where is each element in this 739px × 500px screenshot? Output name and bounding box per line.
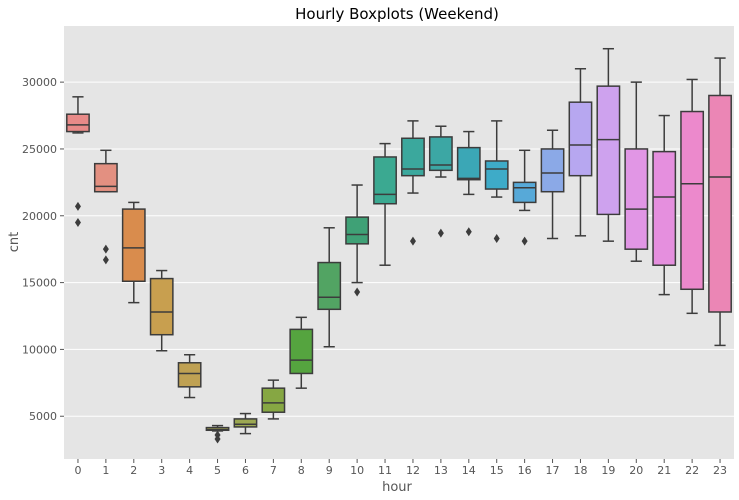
outlier-point	[493, 233, 500, 243]
box-hour-3	[149, 269, 174, 352]
x-tick-label: 8	[298, 464, 305, 477]
outlier-point	[102, 244, 109, 254]
iqr-box	[596, 85, 621, 216]
x-tick-label: 14	[462, 464, 476, 477]
outlier-point	[437, 228, 444, 238]
x-tick-label: 20	[629, 464, 643, 477]
iqr-box	[624, 148, 649, 250]
iqr-box	[149, 277, 174, 336]
x-tick-label: 12	[406, 464, 420, 477]
box-hour-13	[428, 125, 453, 238]
box-hour-14	[456, 130, 481, 237]
x-tick-label: 3	[158, 464, 165, 477]
iqr-box	[428, 136, 453, 172]
x-axis-ticks: 0 1 2 3 4 5 6 7 8 9 10 11 12 13 14 15 16 17 18 19 20 21 22 23	[74, 459, 727, 477]
box-hour-6	[233, 412, 258, 435]
iqr-box	[540, 148, 565, 193]
iqr-box	[484, 160, 509, 190]
outlier-point	[74, 217, 81, 227]
iqr-box	[652, 150, 677, 266]
box-hour-10	[345, 184, 370, 297]
iqr-box	[289, 328, 314, 375]
iqr-box	[66, 113, 90, 133]
x-tick-label: 9	[326, 464, 333, 477]
x-tick-label: 21	[657, 464, 671, 477]
outlier-point	[409, 236, 416, 246]
iqr-box	[568, 101, 593, 177]
box-series	[66, 47, 732, 444]
x-tick-label: 18	[573, 464, 587, 477]
x-tick-label: 10	[350, 464, 364, 477]
outlier-point	[354, 287, 361, 297]
iqr-box	[456, 146, 481, 181]
x-tick-label: 22	[685, 464, 699, 477]
x-tick-label: 13	[434, 464, 448, 477]
box-hour-4	[177, 354, 202, 399]
box-hour-8	[289, 316, 314, 389]
x-tick-label: 2	[130, 464, 137, 477]
iqr-box	[233, 418, 258, 428]
x-tick-label: 6	[242, 464, 249, 477]
iqr-box	[401, 137, 425, 177]
outlier-point	[102, 255, 109, 265]
x-tick-label: 16	[518, 464, 532, 477]
iqr-box	[512, 181, 537, 204]
y-tick-label: 5000	[29, 410, 57, 423]
x-tick-label: 7	[270, 464, 277, 477]
iqr-box	[261, 387, 286, 413]
x-tick-label: 5	[214, 464, 221, 477]
box-hour-18	[568, 68, 593, 237]
x-tick-label: 19	[601, 464, 615, 477]
outlier-point	[465, 227, 472, 237]
y-tick-label: 25000	[22, 143, 57, 156]
box-hour-17	[540, 129, 565, 240]
x-tick-label: 11	[378, 464, 392, 477]
y-tick-label: 30000	[22, 76, 57, 89]
x-tick-label: 4	[186, 464, 193, 477]
box-hour-15	[484, 120, 509, 243]
x-axis-label: hour	[382, 480, 412, 495]
box-hour-0	[66, 96, 90, 227]
box-hour-7	[261, 379, 286, 420]
box-hour-21	[652, 114, 677, 296]
iqr-box	[93, 162, 118, 193]
x-tick-label: 15	[490, 464, 504, 477]
iqr-box	[121, 208, 146, 283]
box-hour-11	[373, 142, 397, 266]
y-tick-label: 15000	[22, 277, 57, 290]
y-tick-label: 10000	[22, 343, 57, 356]
x-tick-label: 23	[713, 464, 727, 477]
box-hour-23	[708, 57, 732, 347]
x-tick-label: 0	[74, 464, 81, 477]
y-axis-ticks: 5000 10000 15000 20000 25000 30000	[22, 76, 64, 423]
box-hour-20	[624, 81, 649, 262]
box-hour-9	[317, 227, 342, 348]
outlier-point	[214, 434, 221, 444]
chart-title: Hourly Boxplots (Weekend)	[295, 5, 499, 23]
x-tick-label: 17	[546, 464, 560, 477]
y-tick-label: 20000	[22, 210, 57, 223]
box-hour-1	[93, 149, 118, 265]
iqr-box	[177, 362, 202, 388]
plot-area	[64, 26, 734, 459]
box-hour-16	[512, 149, 537, 246]
x-tick-label: 1	[102, 464, 109, 477]
box-hour-22	[680, 78, 705, 315]
iqr-box	[373, 156, 397, 205]
box-hour-12	[401, 120, 425, 246]
outlier-point	[521, 236, 528, 246]
iqr-box	[708, 94, 732, 313]
iqr-box	[680, 110, 705, 291]
outlier-point	[74, 201, 81, 211]
box-hour-19	[596, 47, 621, 242]
y-axis-label: cnt	[7, 232, 22, 252]
box-hour-2	[121, 201, 146, 304]
grid-lines	[64, 81, 734, 417]
iqr-box	[345, 216, 370, 245]
box-hour-5	[205, 424, 230, 444]
iqr-box	[317, 261, 342, 311]
